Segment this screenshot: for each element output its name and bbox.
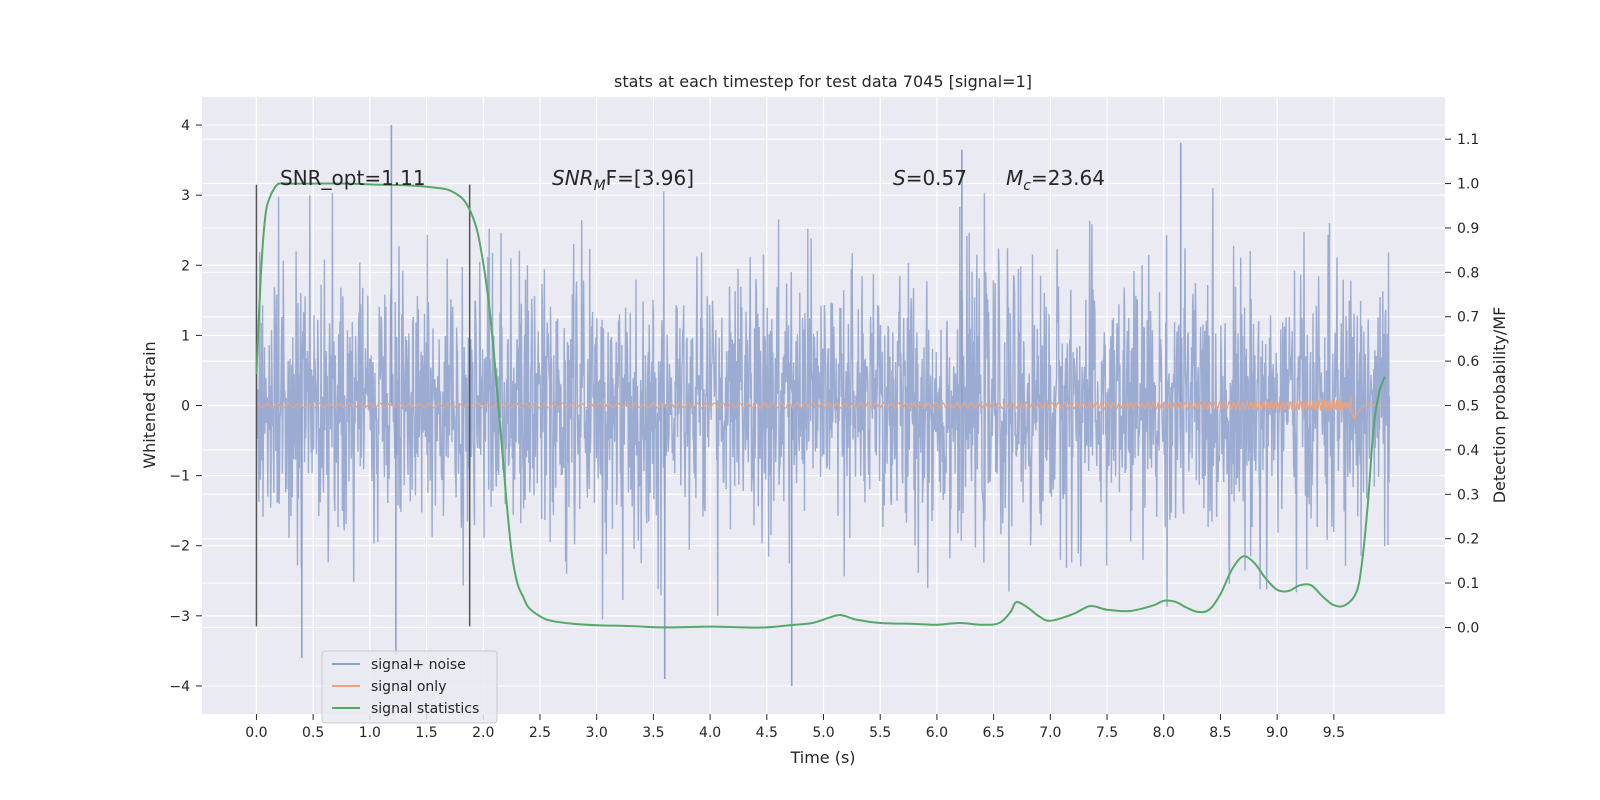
annotation-mc: Mc=23.64 (1006, 166, 1105, 194)
x-tick-label: 6.5 (982, 725, 1004, 741)
right-tick-label: 0.6 (1457, 354, 1479, 370)
right-tick-label: 0.4 (1457, 443, 1479, 459)
y-axis-title: Whitened strain (140, 341, 159, 468)
x-tick-label: 0.5 (302, 725, 324, 741)
x-axis-ticks: 0.0 0.5 1.0 1.5 2.0 2.5 3.0 3.5 4.0 4.5 5.0 5.5 6.0 6… (245, 714, 1345, 741)
x-tick-label: 8.0 (1153, 725, 1175, 741)
vertical-markers (255, 184, 471, 627)
right-tick-label: 0.3 (1457, 487, 1479, 503)
x-tick-label: 7.0 (1039, 725, 1061, 741)
series-signal-plus-noise (255, 125, 1391, 686)
x-tick-label: 6.0 (926, 725, 948, 741)
x-tick-label: 9.5 (1323, 725, 1345, 741)
legend-label-signal-only: signal only (371, 679, 446, 695)
legend-label-signal-plus-noise: signal+ noise (371, 657, 466, 673)
y-tick-label: 4 (181, 118, 190, 134)
annotation-snr-opt: SNR_opt=1.11 (280, 166, 426, 190)
noise-trace (255, 188, 1391, 620)
x-tick-label: 2.0 (472, 725, 494, 741)
x-tick-label: 3.5 (642, 725, 664, 741)
right-tick-label: 0.9 (1457, 221, 1479, 237)
right-tick-label: 0.7 (1457, 310, 1479, 326)
y-tick-label: 3 (181, 188, 190, 204)
series-signal-statistics (255, 182, 1386, 629)
x-tick-label: 8.5 (1209, 725, 1231, 741)
right-tick-label: 0.1 (1457, 576, 1479, 592)
y-tick-label: 2 (181, 258, 190, 274)
series-signal-only (256, 396, 1390, 422)
y-tick-label: −3 (169, 609, 190, 625)
statistics-curve (255, 182, 1386, 629)
legend-frame (321, 650, 498, 724)
x-axis-title: Time (s) (789, 748, 855, 767)
x-tick-label: 7.5 (1096, 725, 1118, 741)
x-tick-label: 1.5 (415, 725, 437, 741)
x-tick-label: 4.0 (699, 725, 721, 741)
right-tick-label: 0.0 (1457, 620, 1479, 636)
right-tick-label: 1.1 (1457, 132, 1479, 148)
right-tick-label: 0.2 (1457, 532, 1479, 548)
legend-label-signal-statistics: signal statistics (371, 701, 479, 717)
annotation-s: S=0.57 (893, 166, 967, 190)
right-axis-ticks: 1.1 1.0 0.9 0.8 0.7 0.6 0.5 0.4 0.3 0.2 0.1 0.0 (1445, 132, 1479, 636)
x-tick-label: 3.0 (586, 725, 608, 741)
x-tick-label: 4.5 (756, 725, 778, 741)
chart-title: stats at each timestep for test data 704… (614, 72, 1032, 91)
x-tick-label: 9.0 (1266, 725, 1288, 741)
x-tick-label: 5.5 (869, 725, 891, 741)
annotation-snr-mf: SNRMF=[3.96] (552, 166, 694, 194)
right-tick-label: 1.0 (1457, 177, 1479, 193)
y-tick-label: 0 (181, 399, 190, 415)
y-tick-label: 1 (181, 328, 190, 344)
legend: signal+ noise signal only signal statist… (321, 650, 498, 724)
x-tick-label: 5.0 (812, 725, 834, 741)
y-tick-label: −1 (169, 469, 190, 485)
right-tick-label: 0.5 (1457, 399, 1479, 415)
x-tick-label: 1.0 (359, 725, 381, 741)
x-tick-label: 0.0 (245, 725, 267, 741)
x-tick-label: 2.5 (529, 725, 551, 741)
y-axis-ticks: 4 3 2 1 0 −1 −2 −3 −4 (169, 118, 202, 695)
signal-trace (256, 396, 1390, 422)
y-tick-label: −4 (169, 679, 190, 695)
y-axis-right-title: Detection probability/MF (1490, 307, 1509, 504)
right-tick-label: 0.8 (1457, 265, 1479, 281)
y-tick-label: −2 (169, 539, 190, 555)
